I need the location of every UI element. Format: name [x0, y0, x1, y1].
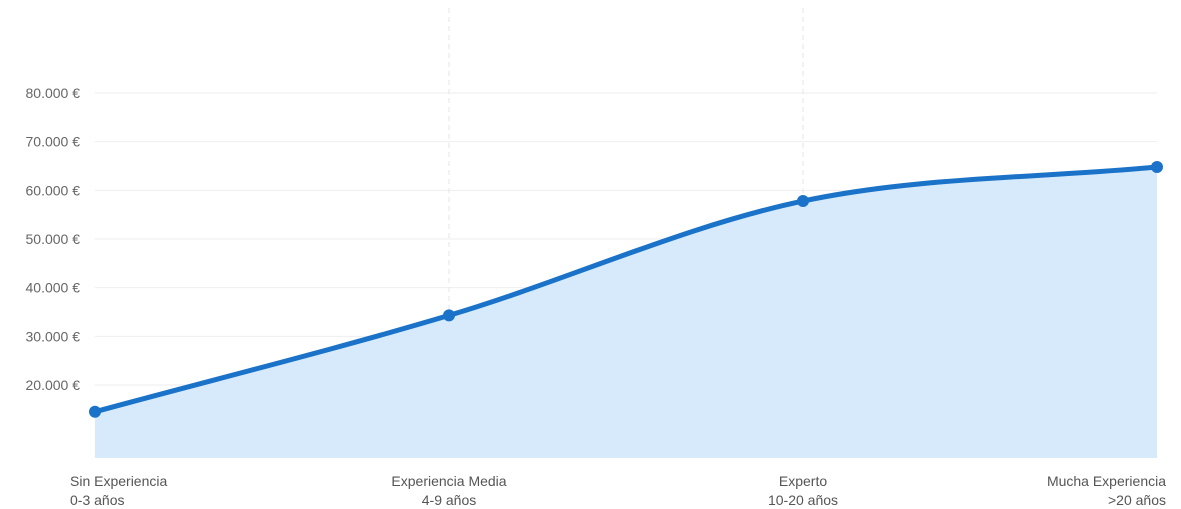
- data-point[interactable]: [797, 195, 809, 208]
- area-layer: [95, 166, 1157, 458]
- x-tick-sublabel: >20 años: [1108, 492, 1166, 508]
- y-tick-label: 20.000 €: [26, 377, 81, 393]
- x-tick-label: Mucha Experiencia: [1047, 473, 1166, 489]
- series-line: [92, 164, 1160, 415]
- y-tick-label: 30.000 €: [26, 328, 81, 344]
- line-layer: [92, 164, 1160, 415]
- y-tick-label: 50.000 €: [26, 231, 81, 247]
- x-axis-labels: Sin Experiencia 0-3 años Experiencia Media…: [70, 473, 1166, 508]
- y-tick-label: 70.000 €: [26, 134, 81, 150]
- data-point[interactable]: [443, 309, 455, 322]
- y-tick-label: 80.000 €: [26, 85, 81, 101]
- x-tick-label: Experiencia Media: [391, 473, 506, 489]
- x-tick-sublabel: 10-20 años: [768, 492, 838, 508]
- y-tick-label: 40.000 €: [26, 280, 81, 296]
- data-point[interactable]: [89, 405, 101, 418]
- y-axis-labels: 20.000 € 30.000 € 40.000 € 50.000 € 60.000 €…: [26, 85, 81, 393]
- y-tick-label: 60.000 €: [26, 182, 81, 198]
- x-tick-label: Sin Experiencia: [70, 473, 167, 489]
- x-tick-label: Experto: [779, 473, 827, 489]
- x-tick-sublabel: 0-3 años: [70, 492, 124, 508]
- data-point[interactable]: [1151, 160, 1163, 173]
- point-layer: [89, 160, 1163, 418]
- series-area: [95, 166, 1157, 458]
- x-tick-sublabel: 4-9 años: [422, 492, 476, 508]
